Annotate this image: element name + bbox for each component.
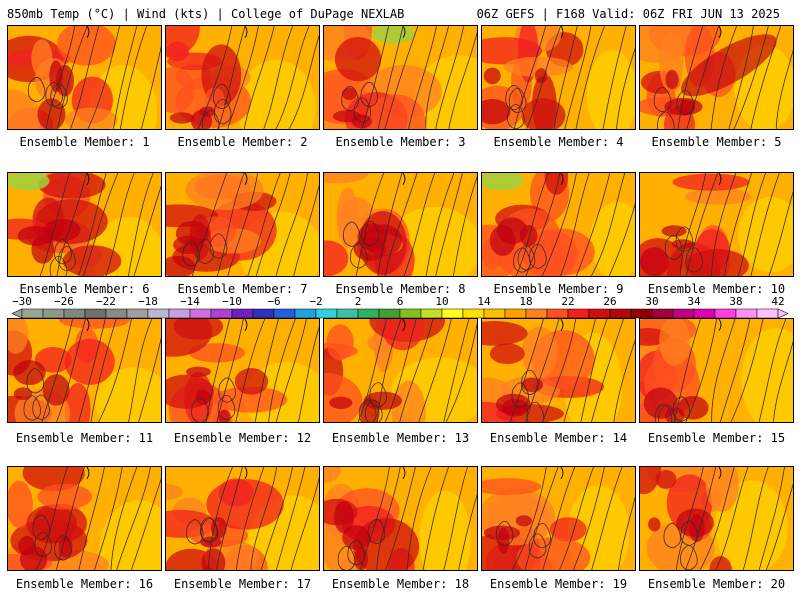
colorbar-tick-label: −6 bbox=[267, 295, 281, 308]
member-caption: Ensemble Member: 1 bbox=[19, 135, 150, 149]
colorbar-tick-label: −26 bbox=[54, 295, 74, 308]
member-caption: Ensemble Member: 14 bbox=[489, 431, 628, 445]
member-caption: Ensemble Member: 6 bbox=[19, 282, 150, 296]
member-caption: Ensemble Member: 3 bbox=[335, 135, 466, 149]
colorbar-tick-label: −22 bbox=[96, 295, 116, 308]
member-caption: Ensemble Member: 19 bbox=[489, 577, 628, 591]
ensemble-map-panel bbox=[323, 25, 478, 130]
map-title: 850mb Temp (°C) | Wind (kts) | College o… bbox=[7, 7, 405, 21]
ensemble-map-panel bbox=[639, 318, 794, 423]
colorbar-tick-label: −14 bbox=[180, 295, 200, 308]
member-caption: Ensemble Member: 7 bbox=[177, 282, 308, 296]
member-caption: Ensemble Member: 5 bbox=[651, 135, 782, 149]
member-caption: Ensemble Member: 9 bbox=[493, 282, 624, 296]
member-caption: Ensemble Member: 11 bbox=[15, 431, 154, 445]
colorbar-tick-label: 26 bbox=[603, 295, 617, 308]
ensemble-map-panel bbox=[323, 318, 478, 423]
colorbar-tick-label: 38 bbox=[729, 295, 743, 308]
colorbar-tick-label: 34 bbox=[687, 295, 701, 308]
colorbar-tick-label: 22 bbox=[561, 295, 575, 308]
model-run-info: 06Z GEFS | F168 Valid: 06Z FRI JUN 13 20… bbox=[476, 7, 780, 21]
ensemble-map-panel bbox=[165, 25, 320, 130]
colorbar-tick-label: 18 bbox=[519, 295, 533, 308]
member-caption: Ensemble Member: 10 bbox=[647, 282, 786, 296]
member-caption: Ensemble Member: 12 bbox=[173, 431, 312, 445]
member-caption: Ensemble Member: 4 bbox=[493, 135, 624, 149]
ensemble-map-panel bbox=[7, 25, 162, 130]
member-caption: Ensemble Member: 2 bbox=[177, 135, 308, 149]
member-caption: Ensemble Member: 8 bbox=[335, 282, 466, 296]
ensemble-map-panel bbox=[481, 318, 636, 423]
ensemble-map-panel bbox=[639, 25, 794, 130]
colorbar-tick-label: −30 bbox=[12, 295, 32, 308]
member-caption: Ensemble Member: 20 bbox=[647, 577, 786, 591]
member-caption: Ensemble Member: 13 bbox=[331, 431, 470, 445]
colorbar-tick-label: 14 bbox=[477, 295, 491, 308]
ensemble-map-panel bbox=[323, 172, 478, 277]
temperature-colorbar bbox=[11, 308, 789, 319]
ensemble-map-panel bbox=[7, 466, 162, 571]
colorbar-tick-label: 2 bbox=[354, 295, 362, 308]
ensemble-map-panel bbox=[639, 172, 794, 277]
ensemble-map-panel bbox=[165, 172, 320, 277]
ensemble-map-panel bbox=[639, 466, 794, 571]
member-caption: Ensemble Member: 15 bbox=[647, 431, 786, 445]
ensemble-map-panel bbox=[165, 318, 320, 423]
ensemble-map-panel bbox=[481, 466, 636, 571]
colorbar-tick-label: 30 bbox=[645, 295, 659, 308]
ensemble-map-panel bbox=[323, 466, 478, 571]
member-caption: Ensemble Member: 18 bbox=[331, 577, 470, 591]
ensemble-map-panel bbox=[7, 318, 162, 423]
colorbar-tick-label: 6 bbox=[396, 295, 404, 308]
ensemble-map-panel bbox=[165, 466, 320, 571]
member-caption: Ensemble Member: 16 bbox=[15, 577, 154, 591]
colorbar-tick-label: −2 bbox=[309, 295, 323, 308]
colorbar-tick-label: 42 bbox=[771, 295, 785, 308]
ensemble-map-panel bbox=[481, 172, 636, 277]
colorbar-tick-label: 10 bbox=[435, 295, 449, 308]
colorbar-tick-label: −18 bbox=[138, 295, 158, 308]
colorbar-tick-label: −10 bbox=[222, 295, 242, 308]
member-caption: Ensemble Member: 17 bbox=[173, 577, 312, 591]
ensemble-map-panel bbox=[7, 172, 162, 277]
ensemble-map-panel bbox=[481, 25, 636, 130]
